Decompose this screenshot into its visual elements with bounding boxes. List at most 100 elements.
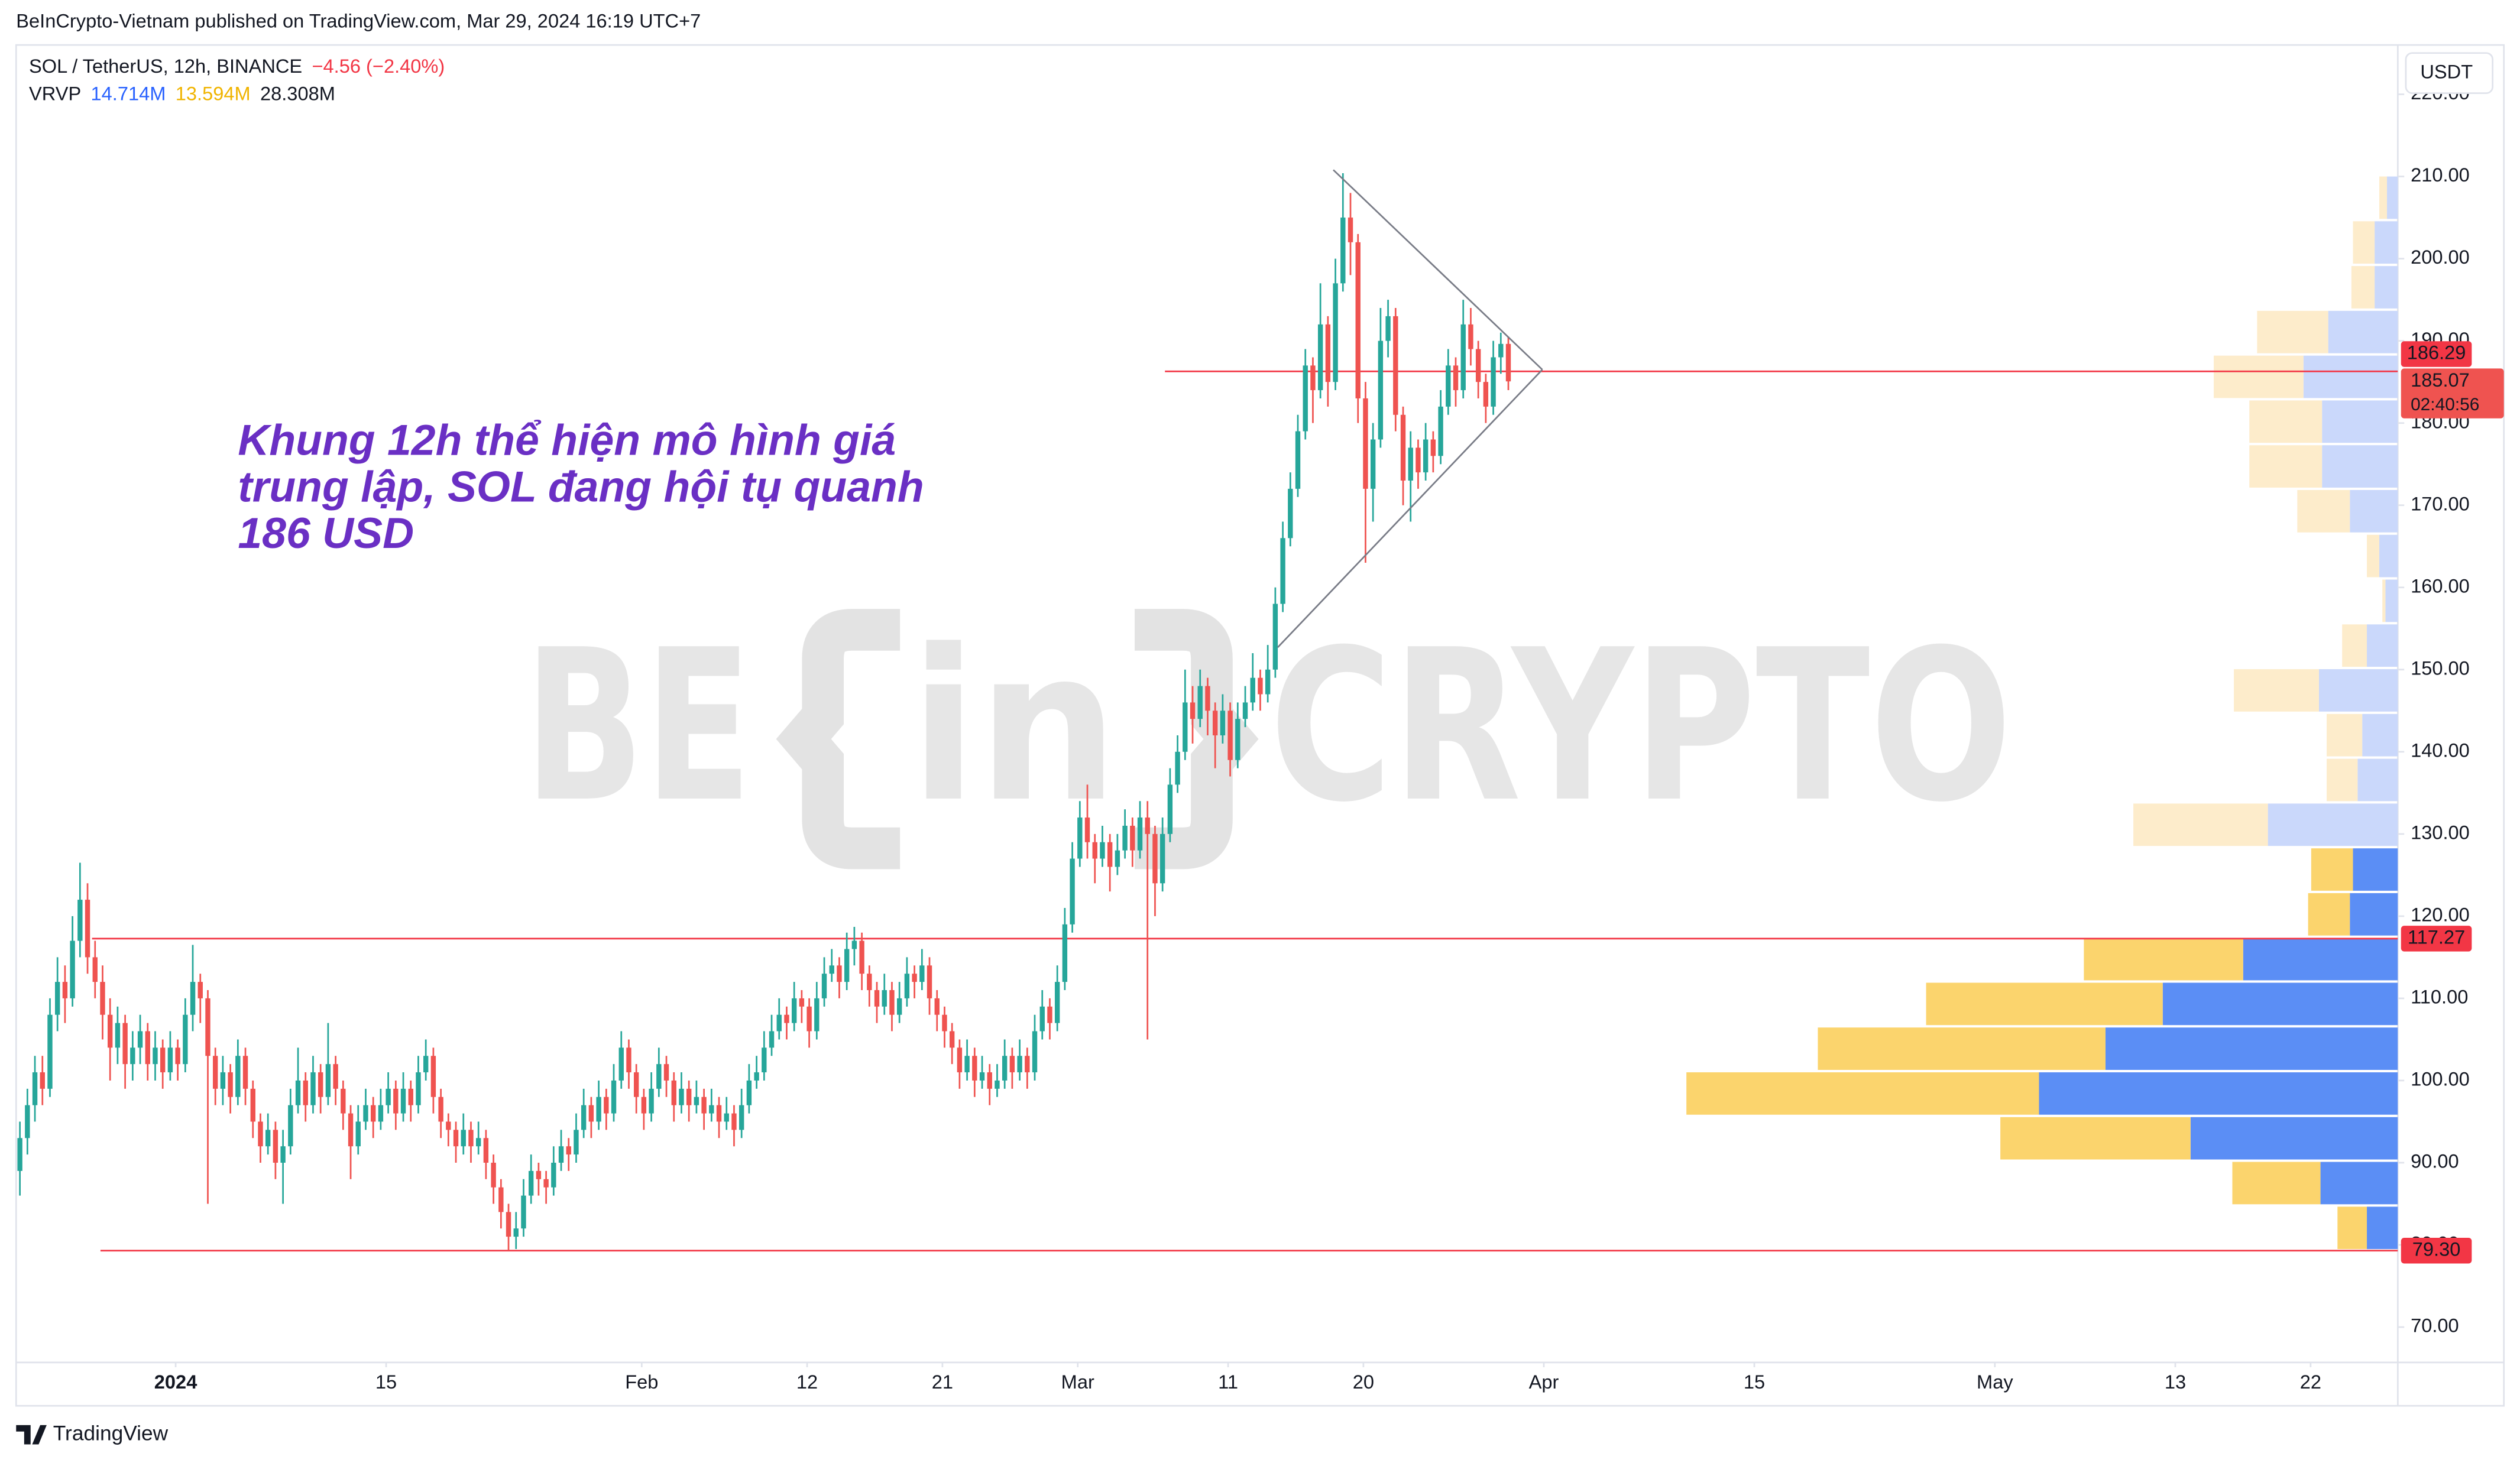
profile-down-bar (2000, 1117, 2191, 1160)
currency-button[interactable] (2405, 52, 2494, 95)
candle-body (964, 1056, 970, 1073)
candle-body (791, 998, 797, 1023)
x-tick-label: Feb (625, 1371, 658, 1393)
candle-body (363, 1105, 368, 1122)
candle-body (235, 1056, 241, 1097)
candle-body (724, 1113, 729, 1122)
candle-body (814, 998, 820, 1031)
profile-up-bar (2322, 445, 2398, 488)
candle-body (806, 1006, 812, 1031)
down-volume-total: 13.594M (176, 82, 251, 104)
candle-body (1077, 818, 1083, 859)
watermark-text: BE (524, 605, 752, 848)
candle-body (423, 1056, 429, 1073)
trendline (1277, 369, 1543, 648)
candle-body (821, 974, 827, 998)
candle-body (288, 1105, 293, 1147)
profile-up-bar (2350, 893, 2398, 936)
candle-body (77, 900, 83, 941)
candle-body (776, 1014, 782, 1031)
candle-body (1025, 1056, 1030, 1073)
candle-body (85, 900, 90, 958)
price-tag (2401, 1238, 2472, 1264)
candle-body (506, 1212, 511, 1237)
publish-info: BeInCrypto-Vietnam published on TradingV… (16, 10, 701, 32)
profile-up-bar (2318, 669, 2398, 712)
candle-body (1205, 686, 1210, 711)
profile-up-bar (2362, 713, 2398, 757)
currency-label[interactable]: USDT (2420, 60, 2473, 82)
x-tick-label: Apr (1529, 1371, 1559, 1393)
candle-body (1092, 842, 1097, 859)
candle-body (1385, 316, 1391, 341)
price-tag-label: 79.30 (2412, 1238, 2461, 1260)
candle-body (558, 1146, 564, 1163)
candle-body (919, 965, 925, 982)
candle-body (167, 1047, 173, 1073)
annotation: 186 USD (238, 509, 414, 557)
candle-body (596, 1097, 601, 1122)
candle-body (604, 1097, 609, 1114)
profile-up-bar (2387, 176, 2398, 219)
candle-body (1070, 858, 1075, 924)
candle-body (1446, 365, 1451, 407)
watermark-bracket (776, 609, 901, 870)
candle-body (995, 1080, 1000, 1089)
x-tick-label: 12 (796, 1371, 818, 1393)
candle-body (1468, 324, 1473, 349)
candle-body (859, 940, 864, 974)
candle-body (258, 1121, 263, 1147)
price-tag (2401, 926, 2472, 952)
profile-up-bar (2357, 758, 2398, 802)
annotation: Khung 12h thể hiện mô hình giá (238, 416, 896, 465)
symbol-legend: SOL / TetherUS, 12h, BINANCE −4.56 (−2.40… (29, 55, 445, 77)
candle-body (633, 1072, 639, 1097)
candle-body (574, 1130, 579, 1155)
candle-body (1280, 538, 1285, 604)
candle-body (273, 1130, 278, 1163)
candle-body (949, 1031, 955, 1048)
candle-body (242, 1056, 248, 1089)
candle-body (1212, 711, 1218, 736)
profile-down-bar (2232, 1162, 2321, 1205)
candle-body (581, 1105, 587, 1130)
candle-body (145, 1031, 150, 1065)
profile-up-bar (2243, 938, 2398, 981)
profile-down-bar (2367, 534, 2379, 578)
tradingview-logo: TradingView (16, 1422, 169, 1445)
candle-body (190, 982, 196, 1015)
candle-body (416, 1072, 421, 1105)
candle-body (183, 1014, 188, 1065)
candle-body (521, 1195, 526, 1229)
profile-up-bar (2162, 982, 2398, 1026)
candle-body (228, 1072, 233, 1097)
y-tick-label: 110.00 (2411, 986, 2468, 1008)
candle-body (1460, 324, 1466, 391)
profile-down-bar (2297, 489, 2350, 533)
candle-body (701, 1097, 707, 1114)
chart-frame (15, 44, 2505, 1407)
candle-body (370, 1105, 376, 1122)
y-tick-label: 200.00 (2411, 246, 2470, 268)
candle-body (70, 940, 75, 998)
candle-body (896, 998, 902, 1015)
profile-down-bar (2342, 624, 2367, 667)
profile-down-bar (2214, 355, 2304, 398)
profile-up-bar (2268, 803, 2398, 846)
candle-body (1317, 324, 1323, 391)
candle-body (882, 990, 887, 1007)
candle-body (1453, 365, 1459, 391)
profile-down-bar (2353, 221, 2375, 264)
candle-body (1175, 751, 1180, 785)
symbol: SOL / TetherUS, 12h, BINANCE (29, 55, 302, 77)
candle-body (851, 940, 857, 949)
candle-body (333, 1064, 338, 1089)
candle-body (1498, 343, 1504, 358)
candle-body (32, 1072, 38, 1105)
profile-down-bar (1818, 1027, 2106, 1070)
candle-body (1062, 924, 1068, 982)
footer-brand: TradingView (53, 1422, 169, 1445)
candle-body (784, 1014, 789, 1023)
candle-body (1107, 842, 1113, 867)
